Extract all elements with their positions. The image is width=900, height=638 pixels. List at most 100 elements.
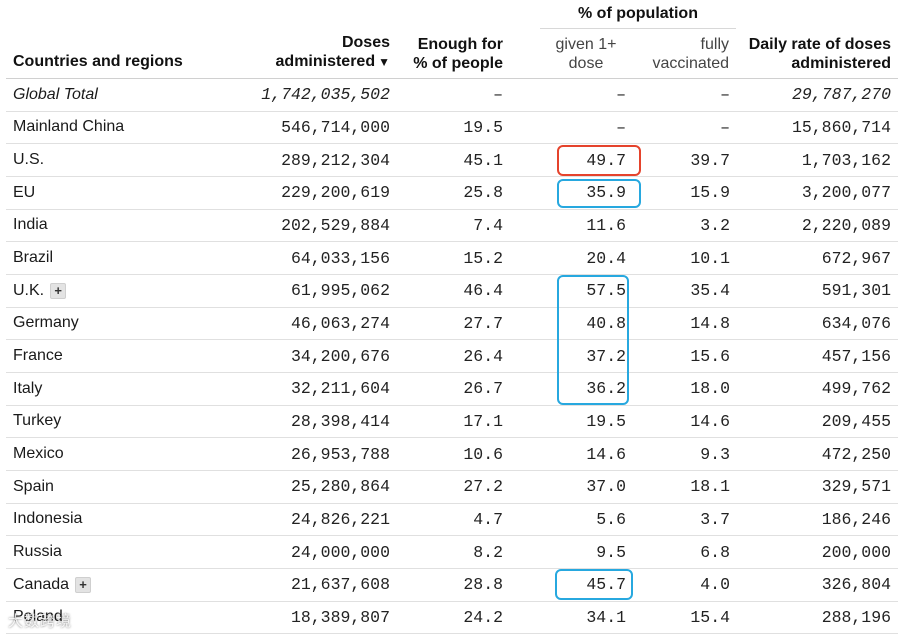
daily-rate-value: 186,246	[821, 509, 891, 529]
enough-for-value: 25.8	[463, 183, 503, 203]
doses-administered-value: 61,995,062	[290, 281, 390, 301]
daily-rate-value: 2,220,089	[801, 215, 891, 235]
given-one-dose-value: 37.0	[586, 477, 626, 497]
expand-plus-icon[interactable]: +	[75, 576, 92, 593]
daily-rate-value: 457,156	[821, 346, 891, 366]
table-row[interactable]: Indonesia 24,826,221 4.7 5.6 3.7 186,246	[6, 504, 898, 537]
fully-vaccinated-value: 35.4	[690, 281, 730, 301]
country-label: Poland	[13, 608, 63, 626]
fully-vaccinated-value: –	[720, 85, 730, 105]
doses-administered-value: 24,000,000	[290, 542, 390, 562]
table-row[interactable]: U.S. 289,212,304 45.1 49.7 39.7 1,703,162	[6, 144, 898, 177]
fully-vaccinated-value: 4.0	[700, 575, 730, 595]
enough-for-value: 24.2	[463, 607, 503, 627]
doses-administered-column-header[interactable]: Doses administered ▼	[276, 33, 390, 72]
doses-administered-value: 229,200,619	[281, 183, 390, 203]
fully-vaccinated-value: 18.0	[690, 379, 730, 399]
daily-rate-value: 15,860,714	[791, 117, 891, 137]
table-row[interactable]: France 34,200,676 26.4 37.2 15.6 457,156	[6, 340, 898, 373]
enough-for-column-header[interactable]: Enough for % of people	[413, 35, 503, 73]
given-one-dose-value: 35.9	[586, 183, 626, 203]
country-label: Indonesia	[13, 510, 83, 528]
enough-header-line2: % of people	[413, 55, 503, 72]
country-label: Global Total	[13, 85, 98, 103]
country-label: Mainland China	[13, 118, 125, 136]
fully-vaccinated-value: 14.8	[690, 313, 730, 333]
country-name: France	[13, 340, 63, 372]
daily-rate-value: 3,200,077	[801, 183, 891, 203]
table-row[interactable]: Germany 46,063,274 27.7 40.8 14.8 634,076	[6, 308, 898, 341]
table-row[interactable]: Canada +21,637,608 28.8 45.7 4.0 326,804	[6, 569, 898, 602]
fully-vaccinated-value: 14.6	[690, 411, 730, 431]
expand-plus-icon[interactable]: +	[50, 282, 67, 299]
table-row[interactable]: Italy 32,211,604 26.7 36.2 18.0 499,762	[6, 373, 898, 406]
country-label: U.S.	[13, 151, 45, 169]
country-name: Turkey	[13, 406, 61, 438]
daily-rate-value: 634,076	[821, 313, 891, 333]
table-row[interactable]: Russia 24,000,000 8.2 9.5 6.8 200,000	[6, 536, 898, 569]
enough-for-value: 8.2	[473, 542, 503, 562]
doses-administered-value: 26,953,788	[290, 444, 390, 464]
table-row[interactable]: Spain 25,280,864 27.2 37.0 18.1 329,571	[6, 471, 898, 504]
table-row[interactable]: EU 229,200,619 25.8 35.9 15.9 3,200,077	[6, 177, 898, 210]
given-one-dose-value: 5.6	[596, 509, 626, 529]
table-row[interactable]: Mainland China 546,714,000 19.5 – – 15,860,71…	[6, 112, 898, 145]
country-name: Mexico	[13, 438, 64, 470]
given-one-dose-value: 14.6	[586, 444, 626, 464]
country-name: Germany	[13, 308, 79, 340]
country-label: Turkey	[13, 412, 62, 430]
country-name: Global Total	[13, 79, 98, 111]
enough-for-value: 17.1	[463, 411, 503, 431]
table-row[interactable]: Turkey 28,398,414 17.1 19.5 14.6 209,455	[6, 406, 898, 439]
vaccination-table-body: Global Total 1,742,035,502 – – – 29,787,270 Ma…	[0, 79, 900, 635]
country-label: Canada	[13, 575, 70, 593]
table-row[interactable]: Mexico 26,953,788 10.6 14.6 9.3 472,250	[6, 438, 898, 471]
table-row[interactable]: Global Total 1,742,035,502 – – – 29,787,270	[6, 79, 898, 112]
country-name: Poland	[13, 602, 63, 634]
given-one-dose-column-header[interactable]: given 1+ dose	[554, 35, 618, 73]
daily-rate-value: 288,196	[821, 607, 891, 627]
countries-column-header: Countries and regions	[13, 52, 183, 71]
given-one-dose-value: 45.7	[586, 575, 626, 595]
doses-administered-value: 28,398,414	[290, 411, 390, 431]
daily-rate-value: 326,804	[821, 575, 891, 595]
country-name: Spain	[13, 471, 54, 503]
enough-for-value: 28.8	[463, 575, 503, 595]
enough-for-value: 10.6	[463, 444, 503, 464]
daily-rate-value: 209,455	[821, 411, 891, 431]
country-label: Brazil	[13, 249, 54, 267]
enough-header-line1: Enough for	[417, 36, 503, 53]
daily-rate-column-header[interactable]: Daily rate of doses administered	[749, 35, 891, 73]
given-one-dose-value: 19.5	[586, 411, 626, 431]
daily-rate-value: 29,787,270	[791, 85, 891, 105]
table-row[interactable]: Brazil 64,033,156 15.2 20.4 10.1 672,967	[6, 242, 898, 275]
country-name: Brazil	[13, 242, 53, 274]
country-label: France	[13, 347, 63, 365]
enough-for-value: 4.7	[473, 509, 503, 529]
given-header-line2: dose	[568, 55, 604, 72]
table-row[interactable]: Poland 18,389,807 24.2 34.1 15.4 288,196	[6, 602, 898, 635]
fully-vaccinated-value: 6.8	[700, 542, 730, 562]
country-name: Canada +	[13, 569, 92, 601]
doses-administered-value: 34,200,676	[290, 346, 390, 366]
header-divider	[6, 78, 898, 79]
daily-rate-value: 1,703,162	[801, 150, 891, 170]
country-name: Russia	[13, 536, 62, 568]
given-one-dose-value: 57.5	[586, 281, 626, 301]
fully-header-line2: vaccinated	[652, 55, 730, 72]
fully-vaccinated-value: 15.6	[690, 346, 730, 366]
doses-administered-value: 546,714,000	[281, 117, 390, 137]
given-one-dose-value: 34.1	[586, 607, 626, 627]
daily-rate-value: 200,000	[821, 542, 891, 562]
enough-for-value: 27.7	[463, 313, 503, 333]
country-label: U.K.	[13, 281, 45, 299]
enough-for-value: 26.7	[463, 379, 503, 399]
table-row[interactable]: U.K. +61,995,062 46.4 57.5 35.4 591,301	[6, 275, 898, 308]
fully-vaccinated-column-header[interactable]: fully vaccinated	[653, 35, 730, 73]
daily-rate-value: 591,301	[821, 281, 891, 301]
table-row[interactable]: India 202,529,884 7.4 11.6 3.2 2,220,089	[6, 210, 898, 243]
country-label: Italy	[13, 379, 43, 397]
fully-vaccinated-value: 15.9	[690, 183, 730, 203]
given-one-dose-value: 11.6	[586, 215, 626, 235]
fully-vaccinated-value: 3.2	[700, 215, 730, 235]
